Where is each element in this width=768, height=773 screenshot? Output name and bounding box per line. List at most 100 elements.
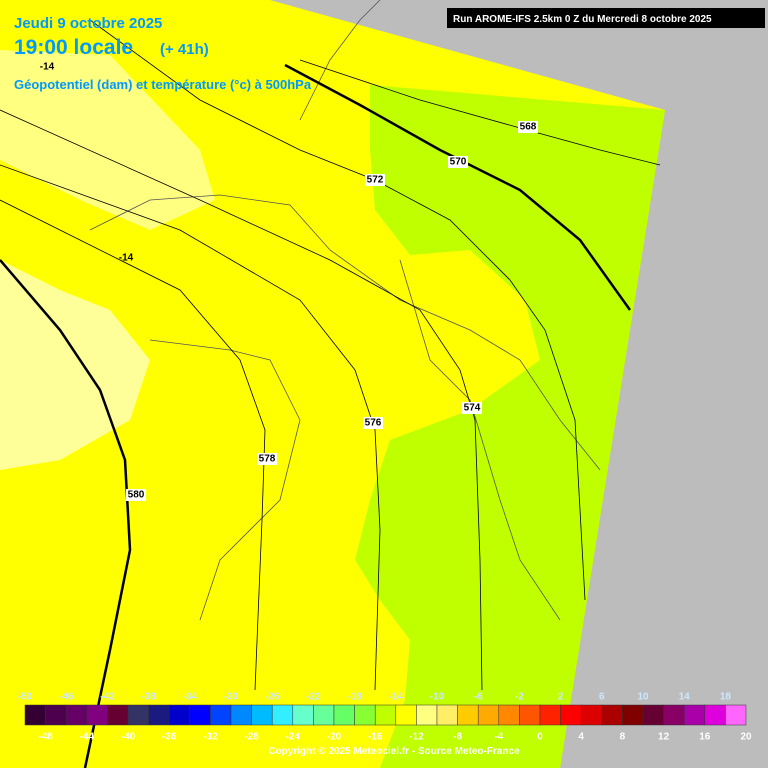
contour-label: 576: [365, 418, 382, 429]
colorbar-swatch: [477, 704, 500, 726]
colorbar-label: 16: [699, 732, 711, 743]
colorbar-swatch: [436, 704, 458, 726]
colorbar-swatch: [519, 704, 541, 726]
colorbar-swatch: [333, 704, 355, 726]
colorbar-label: -40: [121, 732, 136, 743]
colorbar-label: -46: [59, 692, 74, 703]
contour-570: [284, 63, 632, 311]
colorbar-label: 6: [599, 692, 605, 703]
colorbar-label: -2: [515, 692, 524, 703]
colorbar-swatch: [539, 704, 561, 726]
colorbar-label: 14: [679, 692, 691, 703]
colorbar-swatch: [86, 704, 108, 726]
colorbar-label: -18: [347, 692, 362, 703]
colorbar-swatch: [601, 704, 623, 726]
colorbar-label: -50: [18, 692, 33, 703]
colorbar-label: 2: [558, 692, 564, 703]
contour-label-bg: [365, 174, 385, 186]
colorbar-label: -34: [183, 692, 198, 703]
contour-578: [0, 199, 266, 691]
border: [399, 259, 561, 621]
colorbar-label: 0: [537, 732, 543, 743]
colorbar-swatch: [416, 704, 438, 726]
colorbar-swatch: [642, 704, 664, 726]
colorbar-swatch: [725, 704, 747, 726]
colorbar-label: 12: [658, 732, 670, 743]
colorbar-swatch: [395, 704, 417, 726]
run-box: [447, 8, 765, 28]
colorbar-swatch: [107, 704, 129, 726]
contour-label: 580: [128, 490, 145, 501]
contour-label: 570: [450, 157, 467, 168]
contour-label-bg: [448, 156, 468, 168]
colorbar-swatch: [560, 704, 582, 726]
colorbar: -50-48-46-44-42-40-38-36-34-32-30-28-26-…: [18, 692, 752, 743]
contour-576: [0, 164, 381, 691]
field-green-yellow: [355, 85, 665, 768]
contour-label: 578: [259, 454, 276, 465]
colorbar-swatch: [271, 704, 294, 726]
colorbar-swatch: [45, 704, 67, 726]
colorbar-label: -30: [224, 692, 239, 703]
colorbar-label: -20: [327, 732, 342, 743]
copyright: Copyright © 2025 Meteociel.fr - Source M…: [268, 746, 520, 757]
colorbar-swatch: [663, 704, 685, 726]
contour-label: 568: [520, 122, 537, 133]
contour-labels: 568 570 572 574 576 578 580 -14 -14: [40, 62, 538, 501]
contour-label: 574: [464, 403, 481, 414]
colorbar-label: -22: [306, 692, 321, 703]
border: [149, 339, 301, 621]
colorbar-swatch: [127, 704, 149, 726]
colorbar-swatch: [24, 704, 46, 726]
colorbar-swatch: [189, 704, 211, 726]
colorbar-label: -26: [265, 692, 280, 703]
colorbar-label: -44: [80, 732, 95, 743]
lead-time: (+ 41h): [160, 41, 209, 58]
border: [299, 0, 381, 121]
contour-574: [0, 109, 483, 691]
colorbar-label: 20: [740, 732, 752, 743]
colorbar-swatch: [374, 704, 397, 726]
colorbar-swatch: [230, 704, 252, 726]
colorbar-label: -48: [38, 732, 53, 743]
colorbar-label: -6: [474, 692, 483, 703]
contour-label-bg: [363, 417, 383, 429]
colorbar-label: -16: [368, 732, 383, 743]
contour-label: -14: [40, 62, 55, 73]
colorbar-swatch: [210, 704, 232, 726]
colorbar-label: -36: [162, 732, 177, 743]
colorbar-label: 4: [578, 732, 584, 743]
border: [89, 194, 601, 471]
contour-label: 572: [367, 175, 384, 186]
colorbar-label: -28: [244, 732, 259, 743]
field-pale-yellow: [0, 260, 150, 470]
colorbar-label: -10: [430, 692, 445, 703]
date: Jeudi 9 octobre 2025: [14, 15, 162, 32]
contour-label: -14: [119, 253, 134, 264]
borders: [89, 0, 601, 621]
contour-label-bg: [518, 121, 538, 133]
colorbar-label: 8: [620, 732, 626, 743]
colorbar-swatch: [457, 704, 479, 726]
contour-label-bg: [126, 489, 146, 501]
colorbar-swatch: [683, 704, 706, 726]
contours: [0, 19, 661, 769]
colorbar-label: 10: [637, 692, 649, 703]
colorbar-swatch: [65, 704, 88, 726]
colorbar-label: -4: [494, 732, 503, 743]
colorbar-swatch: [148, 704, 170, 726]
colorbar-label: -24: [286, 732, 301, 743]
colorbar-label: -8: [453, 732, 462, 743]
colorbar-label: -12: [409, 732, 424, 743]
time: 19:00 locale: [14, 36, 133, 59]
colorbar-swatch: [498, 704, 520, 726]
colorbar-label: -42: [100, 692, 115, 703]
colorbar-swatch: [622, 704, 644, 726]
colorbar-swatch: [704, 704, 726, 726]
contour-label-bg: [257, 453, 277, 465]
colorbar-swatch: [313, 704, 335, 726]
run-info: Run AROME-IFS 2.5km 0 Z du Mercredi 8 oc…: [453, 14, 712, 25]
contour-572: [89, 19, 586, 601]
colorbar-swatch: [354, 704, 376, 726]
